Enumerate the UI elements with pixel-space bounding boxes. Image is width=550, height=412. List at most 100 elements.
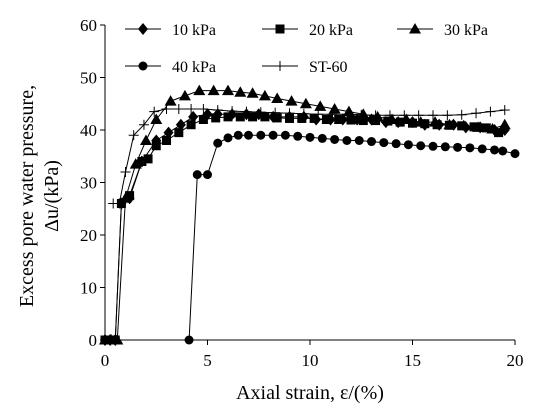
data-point xyxy=(186,104,197,114)
data-point xyxy=(163,126,174,139)
data-point xyxy=(428,141,438,151)
data-point xyxy=(223,133,233,143)
legend-item: 40 kPa xyxy=(125,59,216,76)
y-tick-label: 30 xyxy=(80,174,97,193)
data-point xyxy=(111,334,124,345)
data-point xyxy=(248,112,258,122)
data-point xyxy=(498,118,511,130)
data-point xyxy=(120,167,131,177)
data-point xyxy=(400,113,413,124)
x-axis-title: Axial strain, ε/(%) xyxy=(236,382,384,404)
legend-marker xyxy=(275,24,285,34)
data-point xyxy=(284,108,295,119)
data-point xyxy=(354,136,364,145)
data-point xyxy=(327,109,338,120)
data-point xyxy=(416,141,426,151)
data-point xyxy=(222,84,234,96)
x-tick-label: 10 xyxy=(302,351,319,370)
legend: 10 kPa 20 kPa 30 kPa 40 kPa ST-60 xyxy=(125,22,488,76)
data-point xyxy=(246,87,259,98)
data-point xyxy=(367,137,376,147)
legend-item: 10 kPa xyxy=(125,22,216,39)
data-point xyxy=(114,198,125,209)
data-point xyxy=(235,112,245,122)
data-point xyxy=(471,108,482,119)
data-point xyxy=(258,89,271,101)
x-tick-label: 20 xyxy=(507,351,524,370)
data-point xyxy=(175,118,186,131)
data-point xyxy=(413,110,424,121)
legend-marker xyxy=(275,61,285,71)
data-point xyxy=(457,119,470,131)
legend-label: 40 kPa xyxy=(172,59,216,76)
data-point xyxy=(499,105,510,116)
data-point xyxy=(317,133,327,143)
data-point xyxy=(334,115,344,124)
data-point xyxy=(260,112,270,122)
data-point xyxy=(184,335,194,345)
data-point xyxy=(510,149,520,159)
data-point xyxy=(271,92,284,103)
data-point xyxy=(280,130,290,140)
data-point xyxy=(186,120,196,130)
data-point xyxy=(138,119,149,130)
data-point xyxy=(305,132,315,142)
data-point xyxy=(241,106,252,117)
data-point xyxy=(342,136,352,145)
data-point xyxy=(143,154,153,164)
data-point xyxy=(456,109,467,120)
data-point xyxy=(285,95,298,106)
data-point xyxy=(203,170,212,180)
data-point xyxy=(193,84,206,96)
legend-marker xyxy=(138,23,148,35)
data-point xyxy=(453,142,463,152)
y-tick-label: 50 xyxy=(80,69,97,88)
data-point xyxy=(212,105,223,116)
data-point xyxy=(358,116,368,126)
data-point xyxy=(428,110,438,121)
data-point xyxy=(408,118,417,128)
data-point xyxy=(192,170,202,180)
series-layer xyxy=(99,84,520,346)
data-point xyxy=(256,130,266,140)
data-point xyxy=(234,86,247,97)
legend-marker xyxy=(409,23,421,34)
data-point xyxy=(213,138,223,148)
data-point xyxy=(371,110,384,122)
data-point xyxy=(223,112,233,122)
legend-label: ST-60 xyxy=(309,59,348,76)
data-point xyxy=(129,158,142,169)
series-line xyxy=(105,116,499,341)
data-point xyxy=(211,113,221,123)
data-point xyxy=(498,146,508,156)
data-point xyxy=(227,106,238,117)
data-point xyxy=(198,104,209,114)
data-point xyxy=(443,118,456,130)
data-point xyxy=(403,140,413,150)
data-point xyxy=(486,122,499,134)
data-point xyxy=(149,106,160,117)
data-point xyxy=(494,128,504,138)
data-point xyxy=(255,107,266,118)
legend-label: 10 kPa xyxy=(172,22,216,39)
data-point xyxy=(119,192,132,203)
y-tick-label: 40 xyxy=(80,121,97,140)
data-point xyxy=(399,110,410,121)
legend-item: ST-60 xyxy=(262,59,348,76)
data-point xyxy=(173,104,184,114)
legend-label: 20 kPa xyxy=(309,22,353,39)
data-point xyxy=(313,109,324,120)
data-point xyxy=(356,109,367,120)
data-point xyxy=(293,131,303,141)
data-point xyxy=(174,128,184,138)
y-tick-label: 10 xyxy=(80,279,97,298)
data-point xyxy=(270,107,281,118)
y-axis-title-line2: Δu/(kPa) xyxy=(41,160,63,232)
data-point xyxy=(442,110,453,121)
x-tick-label: 15 xyxy=(404,351,421,370)
data-point xyxy=(490,145,499,155)
legend-marker xyxy=(138,61,148,71)
data-point xyxy=(309,113,319,123)
data-point xyxy=(198,115,208,124)
data-point xyxy=(429,116,442,127)
